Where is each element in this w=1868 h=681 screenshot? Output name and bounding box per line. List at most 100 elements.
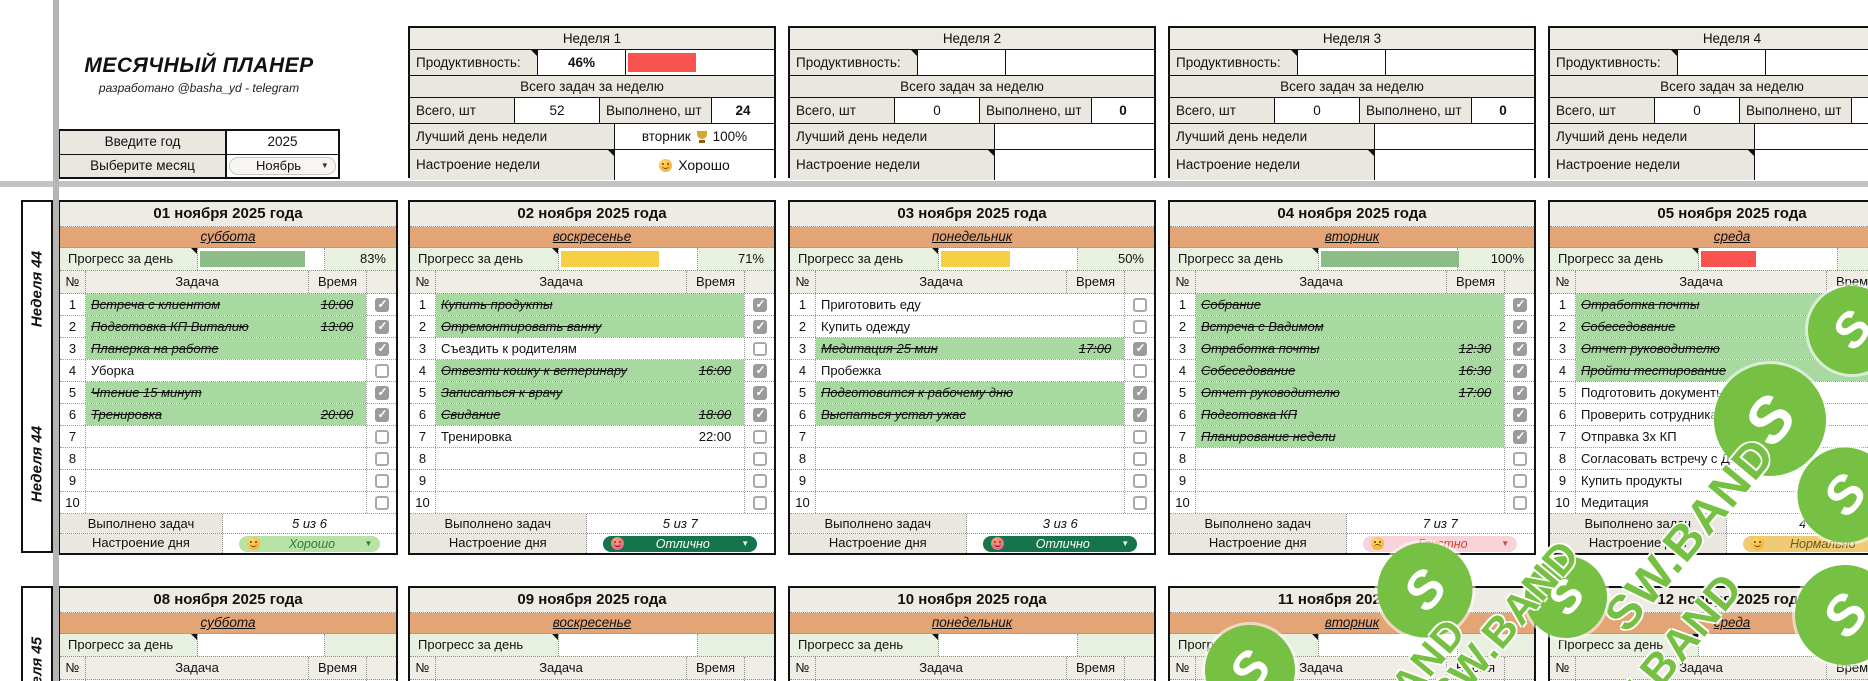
task-checkbox[interactable] xyxy=(752,495,767,510)
task-time[interactable] xyxy=(1066,426,1124,447)
total-value[interactable]: 0 xyxy=(895,98,980,123)
task-checkbox[interactable] xyxy=(374,451,389,466)
task-time[interactable] xyxy=(308,338,366,359)
task-checkbox[interactable] xyxy=(374,407,389,422)
task-checkbox[interactable] xyxy=(752,319,767,334)
task-text[interactable] xyxy=(816,470,1066,491)
task-time[interactable] xyxy=(1826,426,1868,447)
task-time[interactable]: 10:00 xyxy=(308,294,366,315)
task-text[interactable]: Отчет руководителю xyxy=(1576,338,1826,359)
year-input[interactable]: 2025 xyxy=(227,131,338,154)
task-checkbox[interactable] xyxy=(1512,319,1527,334)
task-checkbox[interactable] xyxy=(1512,451,1527,466)
task-time[interactable] xyxy=(1826,360,1868,381)
task-time[interactable] xyxy=(1826,382,1868,403)
task-time[interactable] xyxy=(1066,470,1124,491)
task-time[interactable] xyxy=(1446,404,1504,425)
task-time[interactable]: 12:30 xyxy=(1826,316,1868,337)
task-text[interactable]: Приготовить еду xyxy=(821,297,921,312)
task-time[interactable]: 17:00 xyxy=(1066,338,1124,359)
task-text[interactable]: Съездить к родителям xyxy=(441,341,577,356)
task-checkbox[interactable] xyxy=(374,319,389,334)
task-time[interactable] xyxy=(686,448,744,469)
task-time[interactable] xyxy=(1826,470,1868,491)
task-text[interactable]: Тренировка xyxy=(86,404,308,425)
task-time[interactable]: 12:30 xyxy=(1446,338,1504,359)
task-checkbox[interactable] xyxy=(1132,473,1147,488)
task-checkbox[interactable] xyxy=(1512,495,1527,510)
task-text[interactable]: Пробежка xyxy=(821,363,882,378)
task-text[interactable]: Планирование недели xyxy=(1196,426,1446,447)
total-value[interactable]: 52 xyxy=(515,98,600,123)
task-text[interactable]: Купить одежду xyxy=(821,319,911,334)
task-time[interactable] xyxy=(1446,294,1504,315)
task-time[interactable] xyxy=(686,294,744,315)
task-checkbox[interactable] xyxy=(374,385,389,400)
task-checkbox[interactable] xyxy=(374,495,389,510)
week-mood-value[interactable]: Хорошо xyxy=(615,150,774,180)
task-time[interactable]: 22:00 xyxy=(698,429,732,444)
task-time[interactable] xyxy=(1826,404,1868,425)
productivity-value[interactable] xyxy=(1298,50,1386,75)
task-checkbox[interactable] xyxy=(752,407,767,422)
task-text[interactable]: Медитация 25 мин xyxy=(816,338,1066,359)
task-text[interactable]: Чтение 15 минут xyxy=(86,382,308,403)
task-time[interactable] xyxy=(1066,316,1124,337)
done-value[interactable]: 0 xyxy=(1092,98,1154,123)
task-checkbox[interactable] xyxy=(1132,385,1147,400)
task-checkbox[interactable] xyxy=(752,385,767,400)
task-time[interactable] xyxy=(308,426,366,447)
task-checkbox[interactable] xyxy=(1512,407,1527,422)
task-text[interactable]: Свидание xyxy=(436,404,686,425)
task-text[interactable]: Отвезти кошку к ветеринару xyxy=(436,360,686,381)
task-text[interactable] xyxy=(1196,470,1446,491)
task-text[interactable] xyxy=(436,470,686,491)
task-checkbox[interactable] xyxy=(752,341,767,356)
task-checkbox[interactable] xyxy=(1132,341,1147,356)
task-text[interactable] xyxy=(86,426,308,447)
task-text[interactable]: Подготовить документы xyxy=(1581,385,1726,400)
task-text[interactable]: Отработка почты xyxy=(1196,338,1446,359)
done-value[interactable]: 24 xyxy=(712,98,774,123)
task-text[interactable] xyxy=(816,426,1066,447)
task-text[interactable]: Согласовать встречу с Дмитрием xyxy=(1581,451,1783,466)
day-mood-select[interactable]: Отлично ▼ xyxy=(983,535,1138,552)
task-checkbox[interactable] xyxy=(374,473,389,488)
task-checkbox[interactable] xyxy=(374,297,389,312)
task-text[interactable] xyxy=(1196,492,1446,513)
task-time[interactable] xyxy=(308,448,366,469)
task-text[interactable]: Подготовка КП Виталию xyxy=(86,316,308,337)
task-checkbox[interactable] xyxy=(1132,297,1147,312)
task-time[interactable] xyxy=(686,470,744,491)
task-text[interactable]: Проверить сотрудника xyxy=(1581,407,1718,422)
task-checkbox[interactable] xyxy=(1132,495,1147,510)
task-checkbox[interactable] xyxy=(1132,407,1147,422)
task-text[interactable]: Купить продукты xyxy=(436,294,686,315)
task-text[interactable]: Купить продукты xyxy=(1581,473,1683,488)
task-time[interactable] xyxy=(1446,316,1504,337)
task-checkbox[interactable] xyxy=(1132,451,1147,466)
frozen-columns-divider[interactable] xyxy=(53,0,59,681)
task-text[interactable] xyxy=(436,492,686,513)
task-time[interactable]: 20:00 xyxy=(308,404,366,425)
task-text[interactable] xyxy=(816,448,1066,469)
task-checkbox[interactable] xyxy=(752,297,767,312)
week-mood-value[interactable] xyxy=(995,150,1154,180)
task-time[interactable]: 16:30 xyxy=(1446,360,1504,381)
task-checkbox[interactable] xyxy=(1132,429,1147,444)
productivity-value[interactable]: 46% xyxy=(538,50,626,75)
task-time[interactable] xyxy=(686,492,744,513)
task-checkbox[interactable] xyxy=(752,473,767,488)
productivity-value[interactable] xyxy=(1678,50,1766,75)
task-time[interactable] xyxy=(308,470,366,491)
task-checkbox[interactable] xyxy=(1512,385,1527,400)
task-time[interactable]: 17:00 xyxy=(1446,382,1504,403)
task-time[interactable] xyxy=(1446,448,1504,469)
task-checkbox[interactable] xyxy=(1132,363,1147,378)
task-text[interactable]: Отработка почты xyxy=(1576,294,1826,315)
task-checkbox[interactable] xyxy=(374,363,389,378)
day-mood-select[interactable]: Нормально ▼ xyxy=(1743,535,1868,552)
task-text[interactable]: Отремонтировать ванну xyxy=(436,316,686,337)
task-text[interactable]: Записаться к врачу xyxy=(436,382,686,403)
task-time[interactable] xyxy=(1446,426,1504,447)
